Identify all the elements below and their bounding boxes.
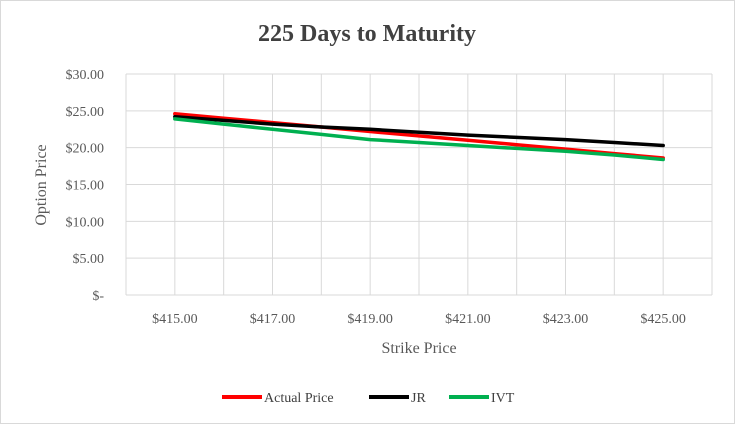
series-line-1 (173, 114, 665, 148)
legend: Actual Price JR IVT (222, 391, 515, 406)
x-tick-label: $421.00 (445, 312, 491, 327)
y-tick-label: $15.00 (66, 179, 105, 194)
x-tick-label: $417.00 (250, 312, 296, 327)
series-lines (173, 112, 665, 162)
series-line-2 (173, 117, 665, 162)
legend-label-0: Actual Price (264, 391, 334, 406)
gridlines (125, 73, 713, 296)
x-axis-ticks: $415.00 $417.00 $419.00 $421.00 $423.00 $425.… (152, 312, 686, 327)
x-tick-label: $423.00 (543, 312, 589, 327)
y-axis-title: Option Price (33, 144, 50, 225)
x-tick-label: $419.00 (347, 312, 393, 327)
chart-title: 225 Days to Maturity (258, 21, 476, 47)
y-tick-label: $10.00 (66, 215, 105, 230)
y-tick-label: $20.00 (66, 142, 105, 157)
y-tick-label: $5.00 (73, 252, 105, 267)
y-tick-label: $- (92, 289, 104, 304)
y-tick-label: $25.00 (66, 105, 105, 120)
legend-label-2: IVT (491, 391, 515, 406)
y-tick-label: $30.00 (66, 68, 105, 83)
x-axis-title: Strike Price (381, 340, 456, 357)
x-tick-label: $425.00 (640, 312, 686, 327)
y-axis-ticks: $- $5.00 $10.00 $15.00 $20.00 $25.00 $30.00 (66, 68, 105, 304)
legend-label-1: JR (411, 391, 426, 406)
x-tick-label: $415.00 (152, 312, 198, 327)
